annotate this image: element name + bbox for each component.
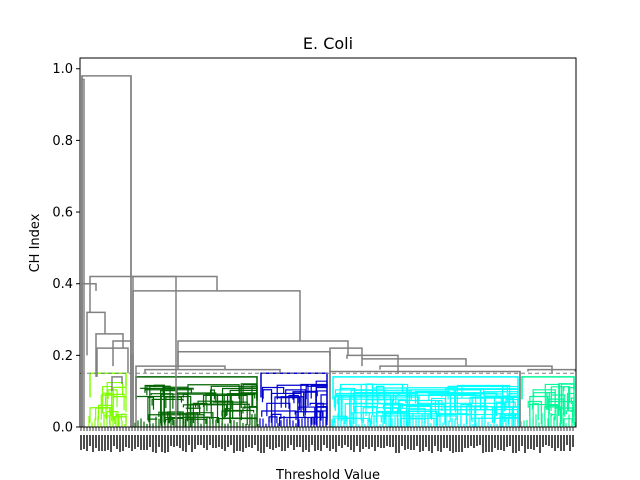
cluster-link <box>144 389 193 394</box>
cluster-link <box>205 393 254 408</box>
y-tick-label: 1.0 <box>52 62 73 77</box>
cluster-link <box>529 395 549 427</box>
cluster-link <box>270 413 282 423</box>
cluster-link <box>149 385 171 427</box>
y-tick-label: 0.4 <box>52 277 73 292</box>
cluster-link <box>362 407 399 427</box>
cluster-link <box>195 403 246 409</box>
tree-link <box>144 368 281 374</box>
cluster-link <box>106 381 124 410</box>
y-tick-label: 0.6 <box>52 206 73 221</box>
cluster-link <box>407 409 496 427</box>
chart-title: E. Coli <box>303 34 353 53</box>
tree-link <box>361 358 467 367</box>
cluster-link <box>336 398 407 405</box>
tree-link <box>132 290 301 427</box>
cluster-link <box>165 396 183 409</box>
cluster-link <box>116 414 127 427</box>
cluster-link <box>396 403 445 409</box>
cluster-link <box>261 386 285 403</box>
cluster-link <box>182 404 201 415</box>
cluster-link <box>335 394 343 421</box>
cluster-link <box>139 387 194 391</box>
cluster-top-link <box>332 376 519 400</box>
y-tick-label: 0.2 <box>52 349 73 364</box>
tree-link <box>111 376 123 392</box>
tree-link <box>96 347 129 377</box>
cluster-link <box>104 393 125 411</box>
cluster-link <box>112 386 127 418</box>
cluster-link <box>150 393 174 409</box>
cluster-link <box>97 404 113 420</box>
cluster-link <box>372 387 408 400</box>
cluster-4 <box>331 376 519 427</box>
cluster-link <box>203 404 228 417</box>
cluster-link <box>405 405 476 427</box>
plot-area: 0.0 0.2 0.4 0.6 0.8 1.0 <box>52 57 577 453</box>
cluster-link <box>570 397 575 422</box>
cluster-link <box>544 406 562 427</box>
cluster-link <box>453 385 519 398</box>
y-tick-label: 0.8 <box>52 134 73 149</box>
cluster-link <box>242 406 258 414</box>
cluster-link <box>548 398 565 427</box>
cluster-links <box>88 372 576 427</box>
cluster-link <box>371 415 457 425</box>
y-tick-label: 0.0 <box>52 421 73 436</box>
cluster-link <box>527 400 542 425</box>
cluster-link <box>560 383 575 425</box>
cluster-link <box>349 394 379 425</box>
cluster-link <box>221 387 258 420</box>
cluster-link <box>565 410 574 423</box>
tree-link <box>346 354 399 374</box>
cluster-link <box>397 399 443 414</box>
cluster-2 <box>134 376 259 427</box>
cluster-link <box>375 385 385 401</box>
cluster-link <box>392 391 456 410</box>
cluster-link <box>261 410 297 421</box>
cluster-link <box>383 413 469 424</box>
cluster-link <box>353 402 400 412</box>
cluster-link <box>550 386 565 400</box>
cluster-link <box>202 394 248 408</box>
cluster-link <box>276 384 309 407</box>
cluster-link <box>551 414 556 421</box>
cluster-link <box>465 405 488 425</box>
cluster-link <box>177 392 217 416</box>
cluster-link <box>147 396 155 421</box>
cluster-5 <box>520 376 576 427</box>
tree-link <box>135 365 226 427</box>
cluster-link <box>550 394 566 417</box>
cluster-link <box>285 389 307 413</box>
tree-link <box>527 368 576 372</box>
y-axis-label: CH Index <box>28 213 43 272</box>
cluster-link <box>274 396 299 427</box>
leaf-tick-labels <box>80 427 574 453</box>
x-axis-label: Threshold Value <box>275 468 380 480</box>
cluster-link <box>209 389 216 406</box>
tree-link <box>255 340 349 356</box>
cluster-link <box>266 402 291 425</box>
cluster-3 <box>259 372 328 427</box>
tree-links <box>81 75 576 427</box>
y-axis: 0.0 0.2 0.4 0.6 0.8 1.0 <box>52 62 80 436</box>
cluster-link <box>151 398 184 406</box>
cluster-link <box>320 394 328 421</box>
cluster-link <box>532 389 556 425</box>
cluster-link <box>160 393 219 424</box>
cluster-link <box>338 396 419 420</box>
tree-link <box>86 311 106 356</box>
cluster-link <box>187 384 240 400</box>
cluster-link <box>350 389 412 427</box>
cluster-link <box>148 418 158 423</box>
cluster-link <box>546 404 560 416</box>
cluster-link <box>249 405 258 426</box>
cluster-1 <box>88 372 127 427</box>
cluster-link <box>144 384 164 391</box>
cluster-link <box>512 396 519 426</box>
cluster-link <box>339 387 355 404</box>
cluster-link <box>315 380 328 413</box>
plot-frame <box>79 57 577 428</box>
